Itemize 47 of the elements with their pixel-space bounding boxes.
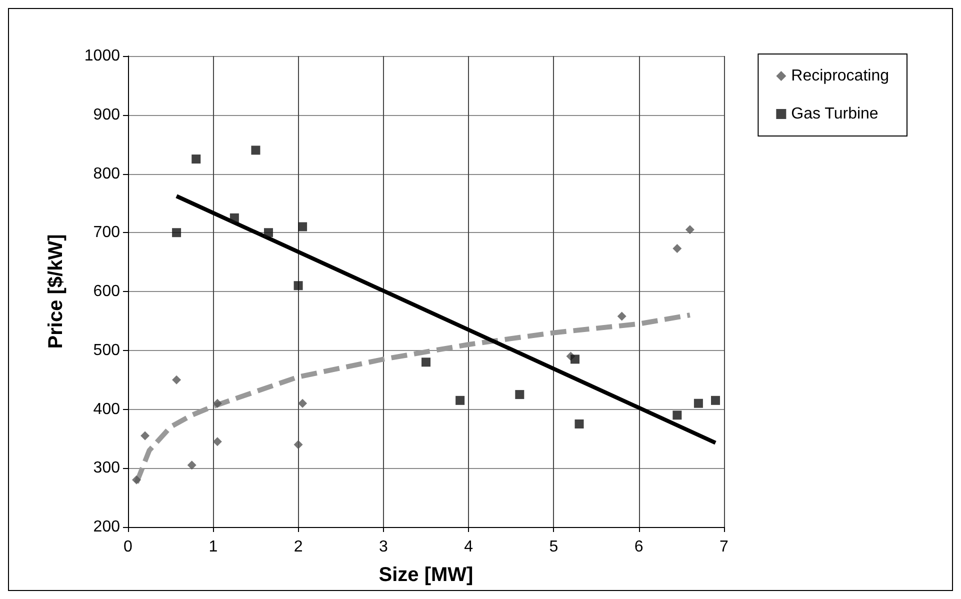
point bbox=[694, 398, 703, 408]
y-tick-label: 500 bbox=[93, 342, 120, 359]
point bbox=[617, 312, 626, 321]
point bbox=[298, 222, 308, 232]
point bbox=[251, 146, 260, 155]
point bbox=[672, 244, 682, 254]
legend-label: Reciprocating bbox=[791, 68, 889, 84]
point bbox=[570, 354, 580, 364]
point bbox=[172, 375, 182, 384]
point bbox=[710, 396, 720, 405]
point bbox=[132, 475, 142, 484]
point bbox=[212, 437, 222, 446]
point bbox=[212, 398, 222, 408]
y-axis-title: Price [$/kW] bbox=[45, 234, 67, 349]
point bbox=[298, 398, 308, 408]
point bbox=[515, 390, 524, 400]
point bbox=[294, 440, 303, 450]
point bbox=[140, 431, 150, 440]
point bbox=[685, 225, 694, 234]
y-tick-label: 200 bbox=[93, 518, 120, 536]
point bbox=[230, 213, 239, 222]
x-tick-label: 7 bbox=[720, 538, 729, 556]
x-tick-label: 0 bbox=[124, 538, 133, 556]
point bbox=[456, 396, 465, 405]
y-tick-label: 1000 bbox=[84, 48, 120, 64]
point bbox=[192, 154, 201, 164]
y-tick-label: 400 bbox=[93, 400, 120, 418]
x-tick-label: 3 bbox=[378, 538, 388, 556]
legend-label: Gas Turbine bbox=[791, 106, 878, 122]
x-axis-title: Size [MW] bbox=[378, 564, 474, 586]
x-tick-label: 1 bbox=[208, 538, 218, 556]
point bbox=[187, 460, 196, 470]
point bbox=[294, 281, 303, 290]
y-tick-label: 900 bbox=[93, 106, 120, 124]
point bbox=[672, 410, 682, 420]
x-tick-label: 4 bbox=[464, 538, 474, 556]
y-tick-label: 800 bbox=[93, 165, 120, 182]
x-tick-label: 6 bbox=[634, 538, 644, 556]
y-tick-label: 700 bbox=[93, 224, 120, 242]
y-tick-label: 300 bbox=[93, 460, 120, 477]
point bbox=[172, 228, 182, 238]
y-tick-label: 600 bbox=[93, 283, 120, 300]
x-tick-label: 2 bbox=[294, 538, 303, 556]
x-tick-label: 5 bbox=[549, 538, 558, 556]
point bbox=[264, 228, 273, 238]
point bbox=[574, 419, 584, 428]
point bbox=[422, 358, 430, 367]
